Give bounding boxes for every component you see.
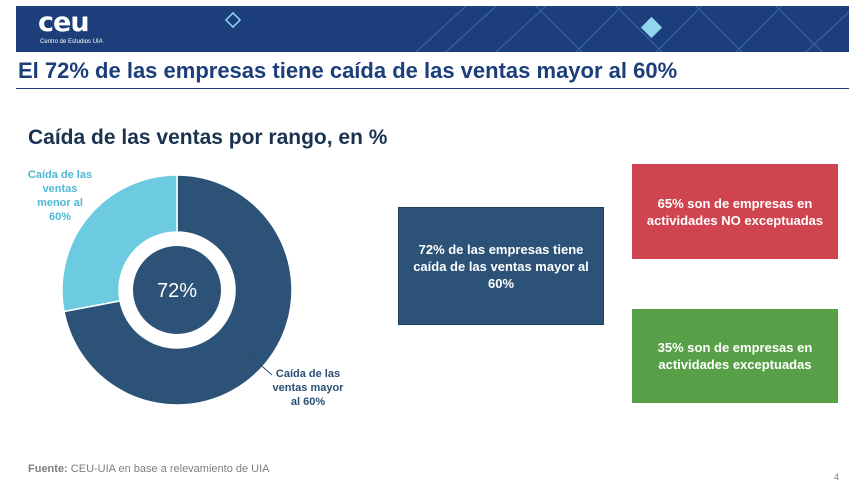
- header-banner: ceu Centro de Estudios UIA: [16, 6, 849, 52]
- callout-main: 72% de las empresas tiene caída de las v…: [398, 207, 604, 325]
- donut-slice-mayor: [63, 174, 293, 406]
- slice-label-minor: Caída de las ventas menor al 60%: [27, 169, 93, 223]
- callout-main-text: 72% de las empresas tiene caída de las v…: [413, 241, 589, 291]
- leader-line-major: [246, 352, 273, 376]
- slice-label-major: Caída de las ventas mayor al 60%: [272, 368, 344, 408]
- donut-chart: 72%: [61, 174, 293, 406]
- callout-no-exceptuadas: 65% son de empresas en actividades NO ex…: [632, 164, 838, 259]
- source-text: CEU-UIA en base a relevamiento de UIA: [67, 463, 270, 475]
- source-label: Fuente:: [28, 463, 68, 475]
- banner-decoration: [224, 6, 849, 52]
- donut-center-label: 72%: [157, 280, 197, 302]
- donut-slice-menor: [61, 174, 178, 313]
- chart-title: Caída de las ventas por rango, en %: [28, 126, 388, 149]
- callout-exceptuadas: 35% son de empresas en actividades excep…: [632, 309, 838, 403]
- page-title: El 72% de las empresas tiene caída de la…: [18, 58, 678, 83]
- page-number: 4: [834, 472, 840, 482]
- source-note: Fuente: CEU-UIA en base a relevamiento d…: [28, 463, 270, 475]
- ceu-logo: ceu Centro de Estudios UIA: [38, 7, 103, 46]
- title-divider: [16, 88, 849, 89]
- donut-center: [133, 246, 221, 334]
